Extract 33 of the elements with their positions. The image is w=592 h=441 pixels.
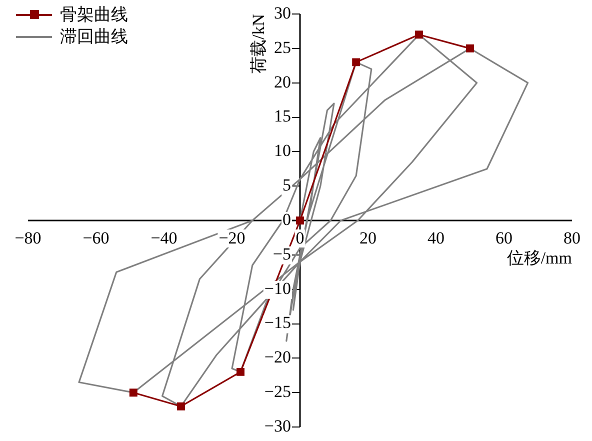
y-tick-label: −20 bbox=[264, 348, 291, 367]
x-tick-label: −80 bbox=[14, 228, 42, 248]
x-tick-label: −40 bbox=[150, 228, 178, 248]
x-tick-label: 40 bbox=[428, 228, 444, 248]
x-axis-title: 位移/mm bbox=[506, 248, 572, 268]
legend-label: 骨架曲线 bbox=[60, 4, 128, 26]
point bbox=[129, 388, 138, 397]
y-tick-label: −30 bbox=[264, 416, 291, 436]
y-tick-label: 25 bbox=[274, 38, 291, 57]
legend-label: 滞回曲线 bbox=[60, 26, 128, 48]
x-tick-label: −20 bbox=[218, 228, 246, 248]
y-tick-label: 15 bbox=[274, 106, 291, 126]
x-tick-label: 20 bbox=[360, 228, 376, 248]
y-tick-label: −5 bbox=[272, 244, 291, 264]
x-tick-label: 60 bbox=[496, 228, 512, 248]
y-tick-label: −10 bbox=[264, 278, 291, 298]
point bbox=[415, 30, 423, 39]
y-axis-title: 荷载/kN bbox=[248, 14, 268, 74]
point bbox=[466, 44, 474, 52]
x-tick-label: 80 bbox=[564, 228, 580, 248]
y-tick-label: −25 bbox=[264, 382, 291, 402]
y-tick-label: 5 bbox=[282, 176, 291, 195]
y-tick-label: −15 bbox=[264, 313, 291, 332]
point bbox=[296, 216, 304, 224]
point bbox=[177, 402, 185, 410]
point bbox=[236, 368, 244, 376]
point bbox=[352, 58, 360, 66]
y-tick-label: 0 bbox=[282, 210, 291, 229]
y-tick-label: 20 bbox=[274, 72, 291, 92]
y-tick-label: 30 bbox=[274, 3, 291, 22]
y-tick-label: 10 bbox=[274, 141, 291, 160]
x-tick-label: 0 bbox=[296, 228, 304, 248]
x-tick-label: −60 bbox=[82, 228, 110, 248]
